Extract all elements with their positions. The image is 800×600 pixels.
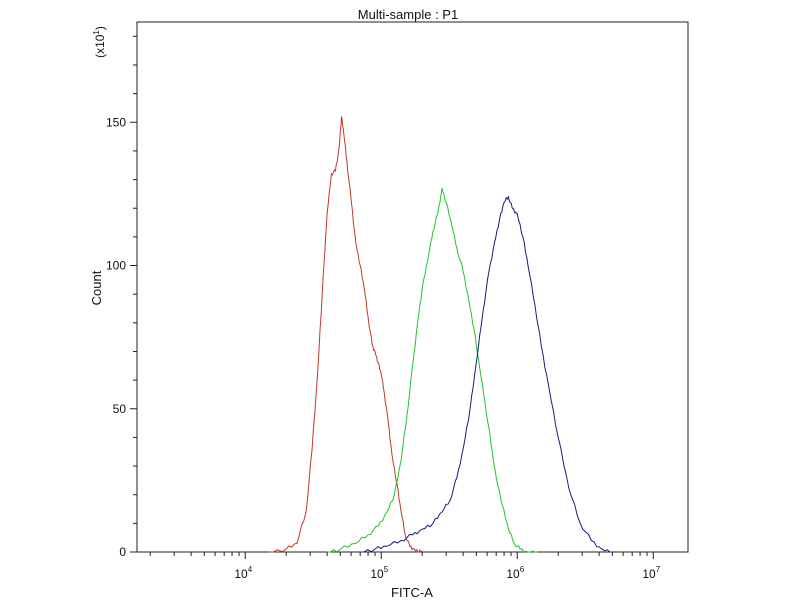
plot-frame	[136, 21, 689, 553]
x-tick-label: 106	[506, 565, 524, 581]
series-line-1	[269, 116, 423, 553]
y-tick-label: 100	[106, 259, 126, 273]
x-tick-base: 10	[234, 567, 248, 581]
chart-title: Multi-sample : P1	[358, 7, 458, 22]
x-tick-label: 104	[234, 565, 252, 581]
y-scale-note-close: )	[93, 26, 107, 30]
y-tick-label: 150	[106, 115, 126, 129]
y-axis: 0 50 100 150	[106, 35, 137, 559]
x-tick-label: 105	[370, 565, 388, 581]
series-line-2	[327, 188, 538, 553]
x-tick-exp: 6	[520, 565, 525, 574]
x-tick-exp: 4	[248, 565, 253, 574]
x-tick-label: 107	[642, 565, 660, 581]
x-tick-base: 10	[506, 567, 520, 581]
x-tick-base: 10	[642, 567, 656, 581]
series-layer	[269, 116, 613, 553]
x-axis-label: FITC-A	[391, 585, 433, 600]
y-axis-label: Count	[89, 270, 104, 305]
y-scale-note-text: (x10	[93, 34, 107, 58]
x-axis: 104 105 106 107	[149, 552, 661, 581]
y-tick-label: 0	[119, 545, 126, 559]
y-scale-note: (x101)	[92, 26, 107, 58]
y-scale-note-exp: 1	[92, 30, 101, 35]
x-tick-base: 10	[370, 567, 384, 581]
x-tick-exp: 5	[384, 565, 389, 574]
series-line-3	[360, 195, 613, 553]
y-tick-label: 50	[113, 402, 127, 416]
x-tick-exp: 7	[656, 565, 661, 574]
